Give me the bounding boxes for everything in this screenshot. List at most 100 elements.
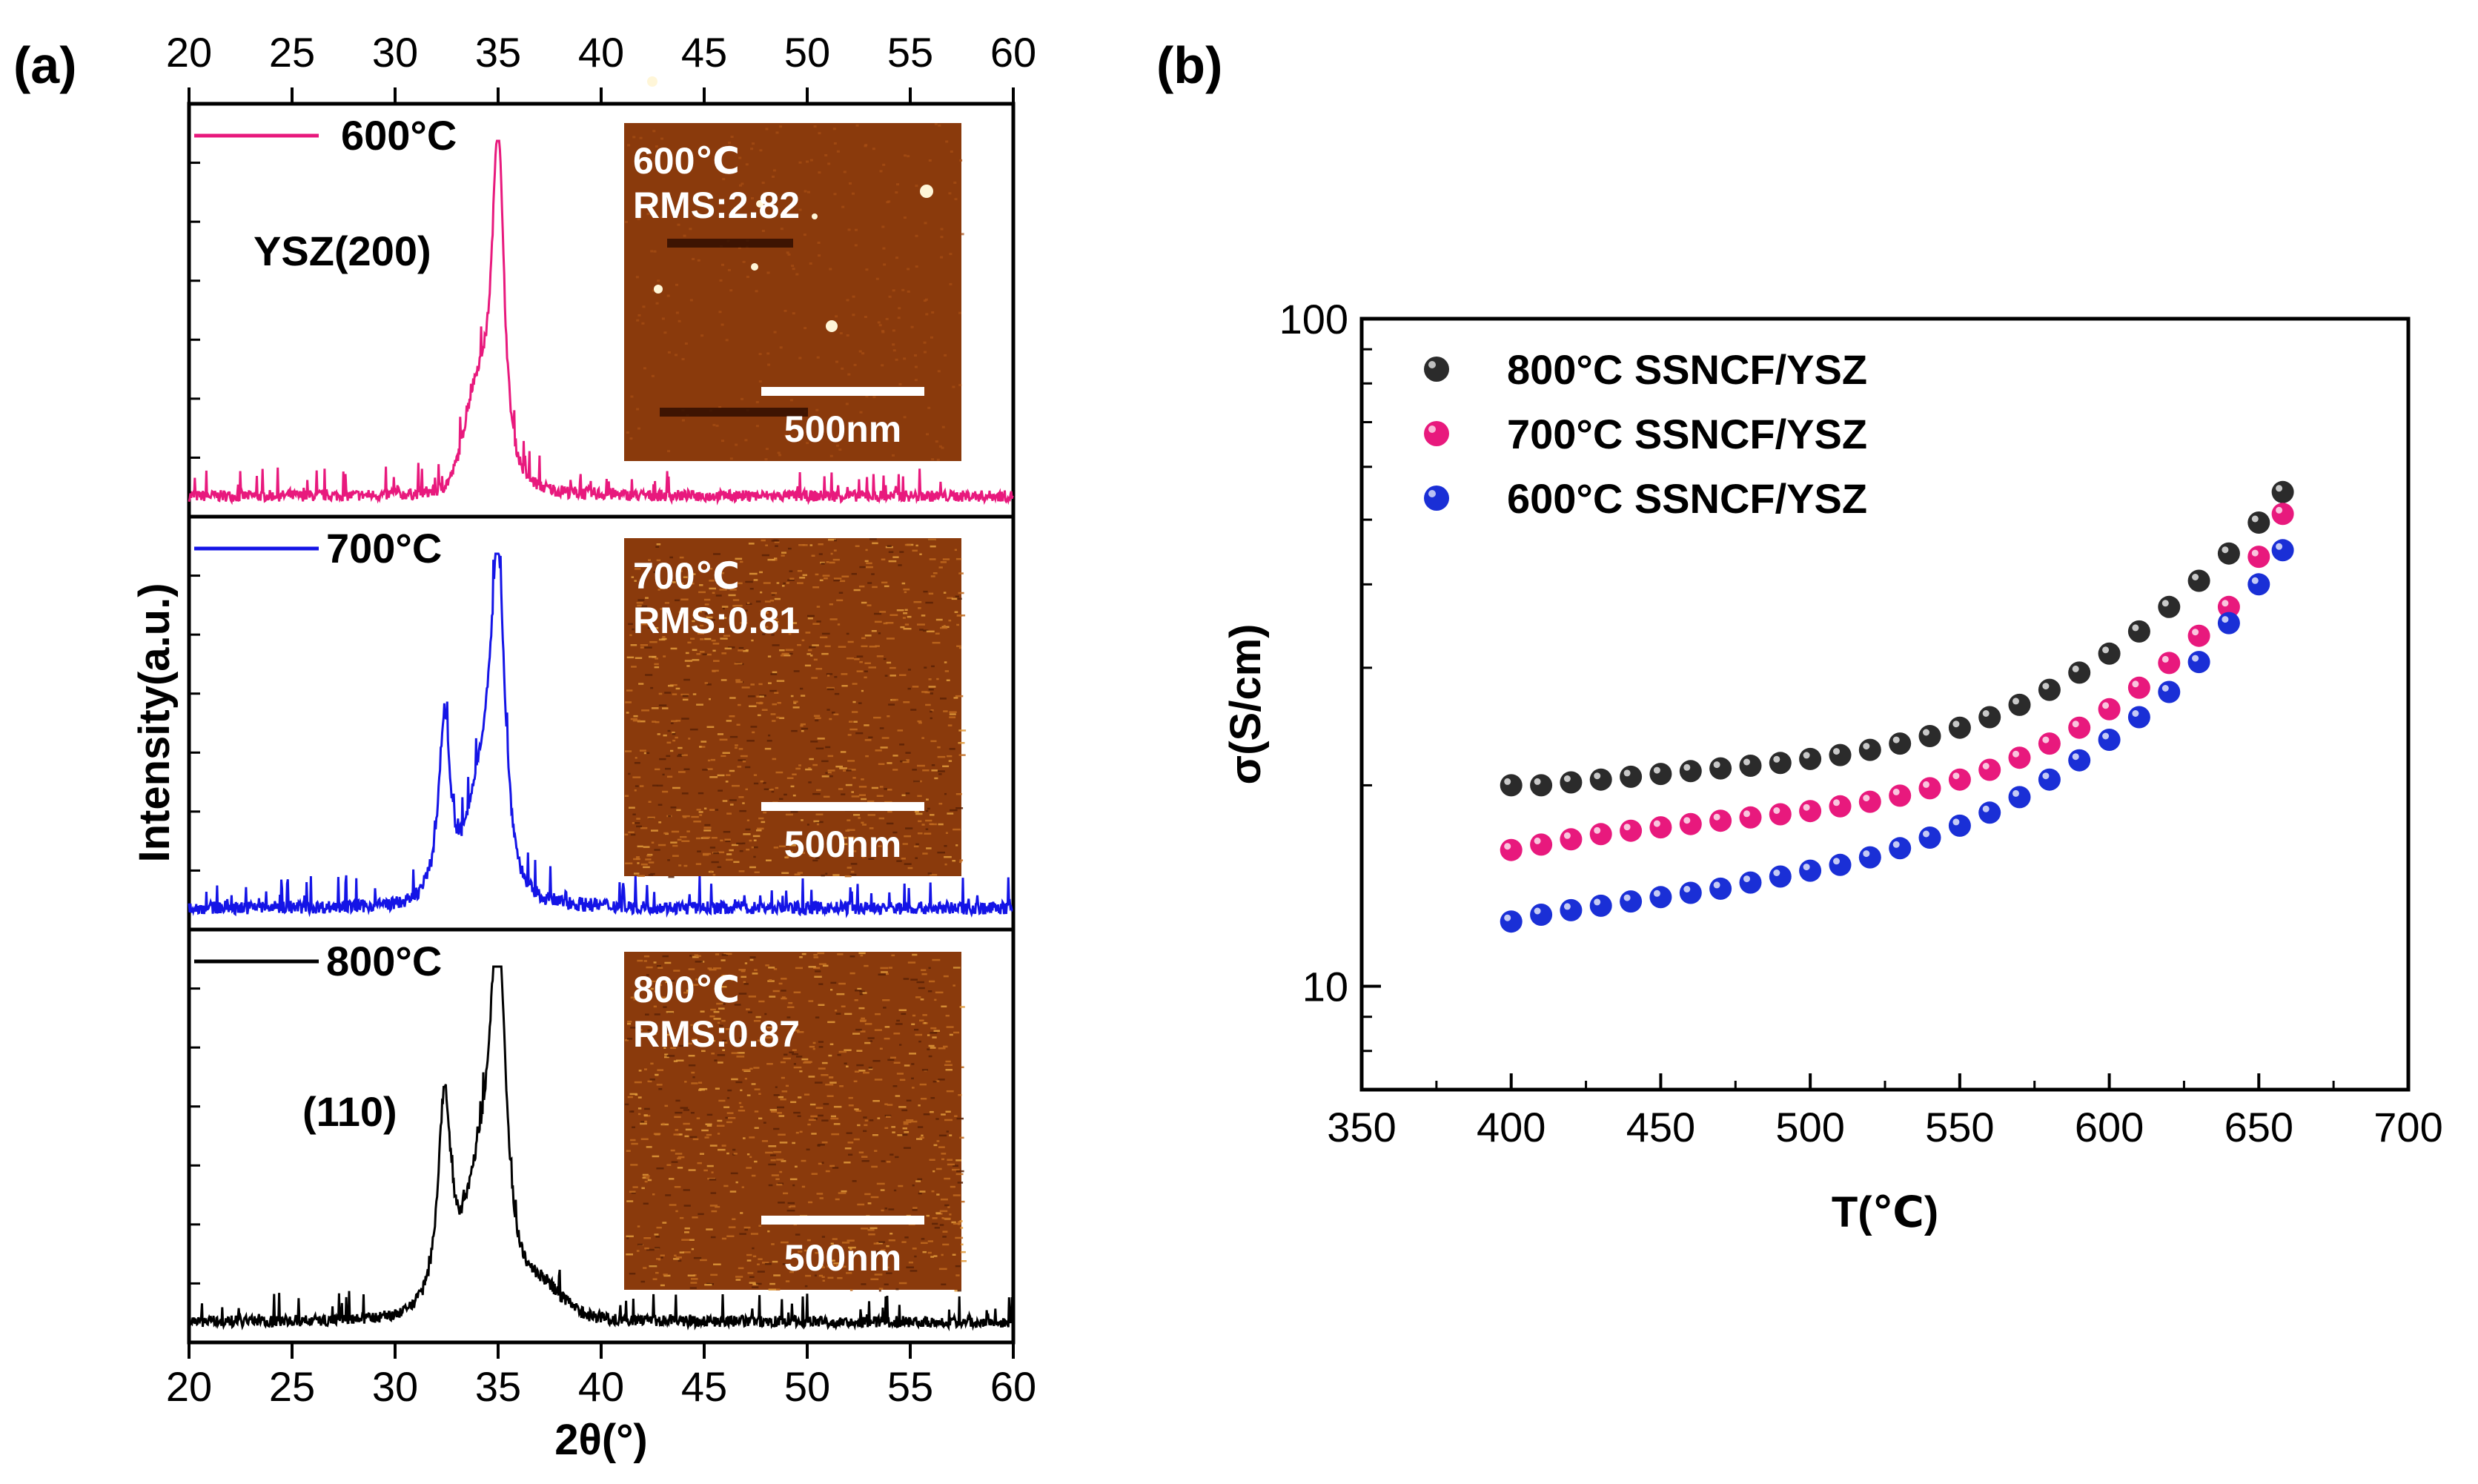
data-point: [1829, 795, 1852, 818]
data-point: [2008, 786, 2031, 809]
data-point: [1769, 865, 1792, 888]
data-point: [1799, 859, 1822, 882]
top-tick-label: 45: [681, 29, 727, 76]
series-800°C SSNCF/YSZ: [1500, 480, 2294, 797]
data-point: [1589, 823, 1612, 846]
data-point: [1889, 784, 1912, 807]
data-point: [1709, 877, 1732, 900]
top-tick-label: 40: [578, 29, 624, 76]
data-point: [1530, 833, 1553, 856]
data-point: [1530, 774, 1553, 797]
data-point: [2158, 652, 2181, 675]
afm-rms: RMS:2.82: [633, 185, 800, 226]
bottom-tick-label: 35: [475, 1363, 521, 1410]
data-point: [1589, 894, 1612, 917]
legend-label: 800°C SSNCF/YSZ: [1507, 346, 1867, 393]
x-tick-label: 650: [2224, 1104, 2293, 1150]
data-point: [1649, 886, 1672, 909]
data-point: [1948, 768, 1971, 791]
x-axis-bottom-ticks: 20 25 30 35 40 45 50 55 60: [166, 1342, 1036, 1410]
data-point: [2158, 680, 2181, 703]
data-point: [2187, 651, 2210, 674]
data-point: [2158, 595, 2181, 618]
data-point: [1679, 760, 1702, 783]
afm-image: [624, 123, 961, 461]
legend-label: 600°C SSNCF/YSZ: [1507, 475, 1867, 522]
data-point: [1769, 752, 1792, 775]
legend-label: 600°C: [341, 112, 457, 159]
x-axis-ticks: 350 400 450 500 550 600 650 700: [1327, 1073, 2443, 1150]
data-point: [2008, 746, 2031, 769]
particle: [647, 76, 657, 87]
data-point: [1620, 765, 1643, 788]
afm-temperature: 600℃: [633, 140, 740, 182]
y-tick-label: 100: [1279, 296, 1348, 342]
data-point: [2247, 546, 2270, 569]
data-point: [1978, 801, 2001, 824]
data-point: [1769, 803, 1792, 826]
xrd-curve: [188, 139, 1014, 506]
data-point: [2068, 661, 2091, 684]
data-point: [1530, 904, 1553, 926]
data-point: [2038, 768, 2061, 791]
data-point: [2127, 676, 2150, 699]
data-point: [1739, 755, 1762, 777]
data-point: [1829, 853, 1852, 876]
data-point: [1918, 827, 1941, 849]
x-tick-label: 450: [1626, 1104, 1695, 1150]
afm-rms: RMS:0.87: [633, 1013, 800, 1055]
data-point: [1500, 910, 1523, 933]
top-tick-label: 25: [269, 29, 315, 76]
legend-marker: [1424, 357, 1449, 382]
data-point: [1948, 716, 1971, 739]
data-point: [2068, 716, 2091, 739]
data-point: [1679, 812, 1702, 835]
y-axis-ticks: 10 100: [1279, 296, 1381, 1053]
legend: 800°C SSNCF/YSZ 700°C SSNCF/YSZ 600°C SSNC…: [1424, 346, 1867, 522]
afm-temperature: 700℃: [633, 555, 740, 597]
peak-annotation: YSZ(200): [254, 228, 431, 274]
data-point: [2271, 539, 2294, 562]
particle: [756, 200, 763, 208]
peak-annotation: (110): [302, 1088, 397, 1135]
top-tick-label: 20: [166, 29, 212, 76]
data-point: [2217, 612, 2240, 635]
afm-temperature: 800℃: [633, 969, 740, 1010]
data-point: [1500, 838, 1523, 861]
data-point: [2098, 729, 2121, 751]
legend-marker: [1424, 421, 1449, 446]
data-point: [1709, 809, 1732, 832]
data-point: [2247, 573, 2270, 596]
data-point: [2098, 698, 2121, 721]
afm-rms: RMS:0.81: [633, 600, 800, 641]
data-point: [2271, 503, 2294, 526]
data-point: [2247, 511, 2270, 534]
bottom-tick-label: 30: [372, 1363, 418, 1410]
bottom-tick-label: 20: [166, 1363, 212, 1410]
top-tick-label: 55: [887, 29, 933, 76]
data-point: [1739, 806, 1762, 829]
series-600°C SSNCF/YSZ: [1500, 539, 2294, 933]
x-tick-label: 500: [1775, 1104, 1844, 1150]
y-tick-label: 10: [1302, 964, 1348, 1010]
afm-image: [624, 538, 961, 876]
x-tick-label: 400: [1477, 1104, 1546, 1150]
xrd-curve: [188, 552, 1013, 918]
top-tick-label: 60: [990, 29, 1036, 76]
data-point: [1889, 837, 1912, 860]
top-tick-label: 50: [784, 29, 830, 76]
bottom-tick-label: 25: [269, 1363, 315, 1410]
data-point: [1589, 768, 1612, 791]
data-point: [1948, 814, 1971, 837]
data-point: [1978, 706, 2001, 729]
data-point: [2038, 678, 2061, 701]
data-point: [2068, 749, 2091, 772]
particle: [654, 285, 663, 294]
data-point: [1799, 747, 1822, 770]
panel-label-a: (a): [13, 36, 77, 94]
data-point: [2038, 732, 2061, 755]
